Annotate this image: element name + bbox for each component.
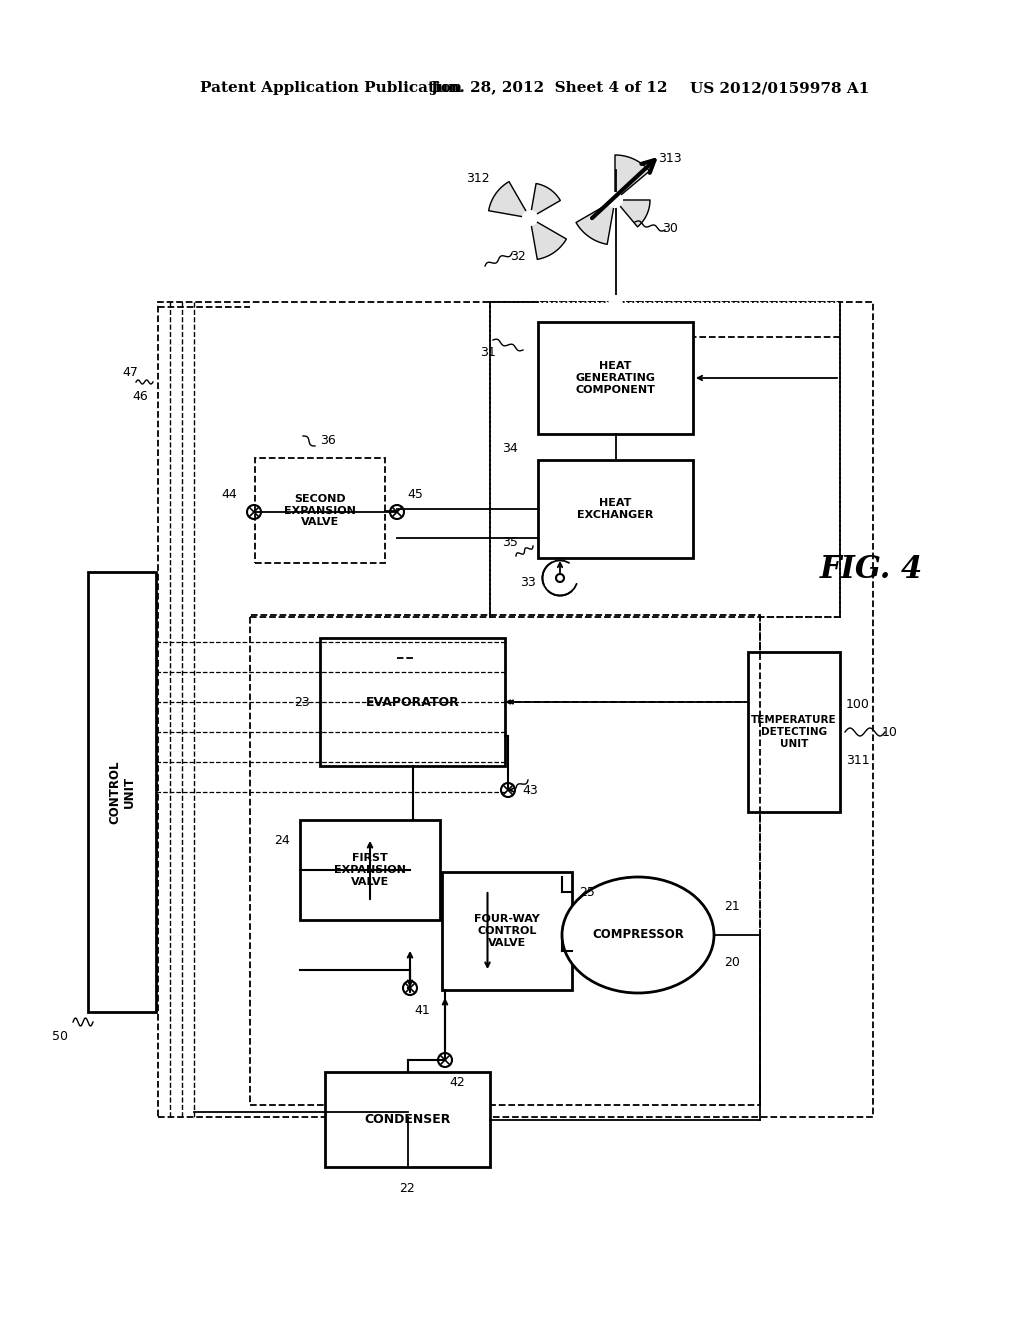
Text: FOUR-WAY
CONTROL
VALVE: FOUR-WAY CONTROL VALVE — [474, 915, 540, 948]
Ellipse shape — [562, 876, 714, 993]
Text: 21: 21 — [724, 900, 740, 913]
Text: 22: 22 — [399, 1183, 416, 1196]
Polygon shape — [615, 154, 649, 201]
Circle shape — [523, 211, 537, 224]
Text: CONTROL
UNIT: CONTROL UNIT — [108, 760, 136, 824]
Text: 42: 42 — [450, 1076, 465, 1089]
Text: CONDENSER: CONDENSER — [365, 1113, 451, 1126]
Bar — [300, 820, 440, 920]
Polygon shape — [577, 201, 615, 244]
Text: 41: 41 — [414, 1003, 430, 1016]
Text: 45: 45 — [408, 487, 423, 500]
Text: 100: 100 — [846, 697, 870, 710]
Polygon shape — [615, 201, 650, 227]
Text: FIG. 4: FIG. 4 — [820, 554, 924, 586]
Text: HEAT
EXCHANGER: HEAT EXCHANGER — [578, 498, 653, 520]
Text: TEMPERATURE
DETECTING
UNIT: TEMPERATURE DETECTING UNIT — [752, 715, 837, 748]
Text: EVAPORATOR: EVAPORATOR — [366, 696, 460, 709]
Text: 47: 47 — [122, 366, 138, 379]
Bar — [158, 302, 873, 1117]
Text: FIRST
EXPANSION
VALVE: FIRST EXPANSION VALVE — [334, 854, 406, 887]
Text: 311: 311 — [846, 754, 869, 767]
Text: 35: 35 — [502, 536, 518, 549]
Text: SECOND
EXPANSION
VALVE: SECOND EXPANSION VALVE — [284, 494, 356, 527]
Text: Patent Application Publication: Patent Application Publication — [200, 81, 462, 95]
Text: 43: 43 — [522, 784, 538, 796]
Bar — [490, 302, 840, 616]
Text: HEAT
GENERATING
COMPONENT: HEAT GENERATING COMPONENT — [575, 362, 655, 395]
Text: US 2012/0159978 A1: US 2012/0159978 A1 — [690, 81, 869, 95]
Polygon shape — [530, 183, 560, 218]
Text: 10: 10 — [882, 726, 898, 738]
Bar — [325, 1072, 490, 1167]
Bar — [250, 615, 760, 1105]
Polygon shape — [530, 218, 566, 259]
Bar — [748, 652, 840, 812]
Text: 30: 30 — [663, 222, 678, 235]
Text: 44: 44 — [221, 487, 237, 500]
Text: 33: 33 — [520, 577, 536, 590]
Text: 20: 20 — [724, 957, 740, 969]
Bar — [538, 459, 693, 558]
Bar — [319, 638, 505, 766]
Bar — [538, 322, 693, 434]
Text: 32: 32 — [510, 249, 526, 263]
Text: 313: 313 — [658, 152, 682, 165]
Text: 34: 34 — [502, 441, 518, 454]
Text: 312: 312 — [466, 172, 489, 185]
Bar — [255, 458, 385, 564]
Text: COMPRESSOR: COMPRESSOR — [592, 928, 684, 941]
Text: 24: 24 — [274, 833, 290, 846]
Text: 36: 36 — [321, 433, 336, 446]
Bar — [442, 873, 572, 990]
Bar — [88, 572, 156, 1012]
Circle shape — [609, 296, 622, 308]
Text: Jun. 28, 2012  Sheet 4 of 12: Jun. 28, 2012 Sheet 4 of 12 — [430, 81, 668, 95]
Text: 23: 23 — [294, 696, 310, 709]
Circle shape — [608, 193, 622, 207]
Polygon shape — [488, 182, 530, 218]
Text: 50: 50 — [52, 1031, 68, 1044]
Text: 46: 46 — [132, 391, 147, 404]
Text: 25: 25 — [579, 886, 595, 899]
Text: 31: 31 — [480, 346, 496, 359]
